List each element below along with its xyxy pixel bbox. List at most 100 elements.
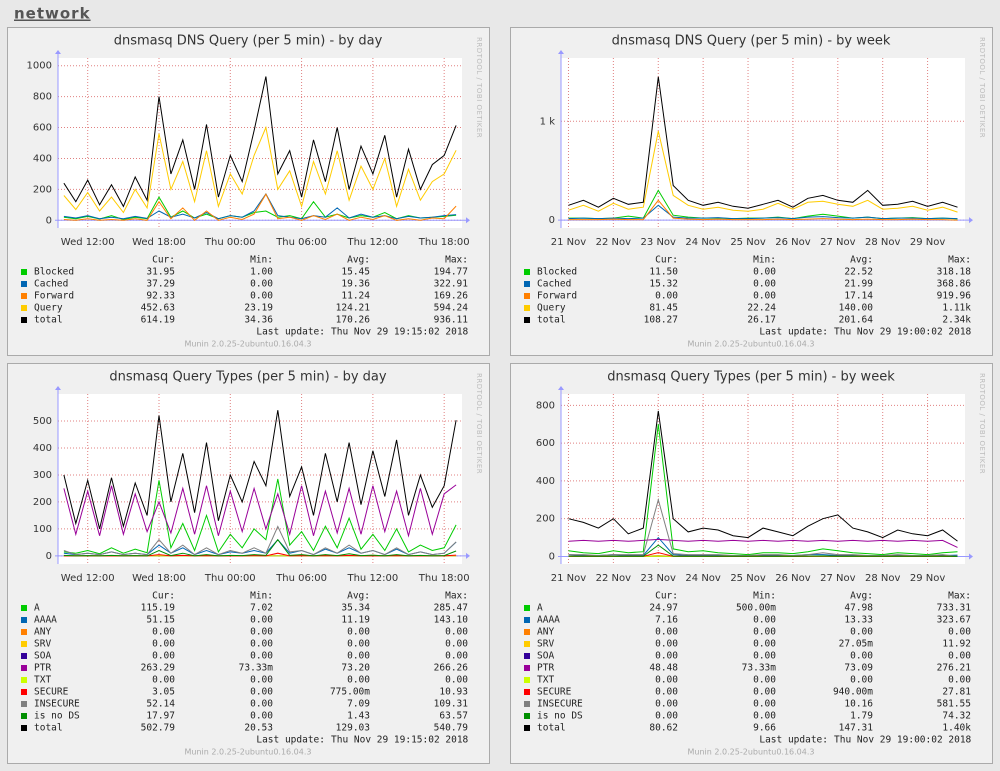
legend-stat: 0.00 (152, 651, 175, 662)
legend-stat: 502.79 (141, 723, 176, 734)
series-line (568, 130, 958, 213)
legend-stat: 17.14 (844, 291, 873, 302)
axis-arrow (466, 217, 470, 224)
legend-stat: 0.00 (655, 699, 678, 710)
y-tick-label: 0 (549, 551, 555, 562)
y-tick-label: 100 (33, 524, 52, 535)
legend-name: PTR (34, 663, 51, 674)
stats-header: Min: (250, 591, 273, 602)
legend-stat: 0.00 (655, 675, 678, 686)
legend-stat: 63.57 (439, 711, 468, 722)
legend-name: Blocked (34, 267, 74, 278)
legend-swatch (21, 281, 27, 287)
legend-stat: 318.18 (937, 267, 972, 278)
legend-stat: 0.00 (655, 291, 678, 302)
legend-stat: 0.00 (753, 291, 776, 302)
legend-stat: 0.00 (152, 675, 175, 686)
legend-stat: 11.19 (341, 615, 370, 626)
legend-stat: 0.00 (250, 279, 273, 290)
legend-swatch (21, 605, 27, 611)
x-tick-label: 25 Nov (730, 237, 766, 248)
legend-stat: 20.53 (244, 723, 273, 734)
legend-stat: 27.81 (942, 687, 971, 698)
series-line (568, 424, 958, 556)
section-heading: network (14, 5, 91, 23)
stats-header: Min: (250, 255, 273, 266)
legend-stat: 147.31 (839, 723, 874, 734)
chart-title: dnsmasq Query Types (per 5 min) - by day (109, 370, 386, 385)
legend-name: SECURE (34, 687, 69, 698)
legend-stat: 0.00 (655, 711, 678, 722)
legend-swatch (524, 701, 530, 707)
legend-name: Forward (537, 291, 577, 302)
legend-stat: 0.00 (250, 675, 273, 686)
legend-stat: 0.00 (850, 675, 873, 686)
legend-stat: 0.00 (250, 291, 273, 302)
series-line (568, 410, 958, 542)
legend-stat: 0.00 (655, 651, 678, 662)
side-label: RRDTOOL / TOBI OETIKER (475, 373, 483, 474)
legend-swatch (524, 617, 530, 623)
stats-header: Avg: (850, 255, 873, 266)
axis-arrow (558, 386, 564, 390)
x-tick-label: 23 Nov (641, 237, 677, 248)
legend-stat: 775.00m (330, 687, 370, 698)
plot-area (561, 58, 965, 228)
x-tick-label: 24 Nov (685, 573, 721, 584)
legend-stat: 22.52 (844, 267, 873, 278)
x-tick-label: Wed 18:00 (132, 237, 186, 248)
legend-name: Cached (537, 279, 571, 290)
legend-stat: 285.47 (434, 603, 468, 614)
legend-swatch (524, 689, 530, 695)
y-tick-label: 800 (536, 400, 555, 411)
legend-name: is no DS (34, 711, 80, 722)
plot-area (58, 394, 462, 564)
series-line (63, 484, 457, 538)
legend-stat: 1.11k (942, 303, 971, 314)
legend-stat: 140.00 (839, 303, 874, 314)
stats-header: Max: (948, 255, 971, 266)
legend-stat: 109.31 (434, 699, 469, 710)
y-tick-label: 600 (536, 438, 555, 449)
y-tick-label: 1000 (27, 61, 52, 72)
y-tick-label: 200 (33, 184, 52, 195)
legend-stat: 540.79 (434, 723, 469, 734)
legend-name: Cached (34, 279, 68, 290)
series-line (568, 497, 958, 557)
y-tick-label: 400 (536, 476, 555, 487)
legend-stat: 73.33m (742, 663, 777, 674)
legend-swatch (524, 725, 530, 731)
legend-stat: 0.00 (753, 267, 776, 278)
legend-stat: 0.00 (152, 639, 175, 650)
legend-swatch (524, 665, 530, 671)
legend-stat: 0.00 (655, 627, 678, 638)
series-line (63, 193, 457, 221)
stats-header: Max: (445, 255, 468, 266)
legend-name: total (537, 315, 566, 326)
side-label: RRDTOOL / TOBI OETIKER (475, 37, 483, 138)
series-line (63, 196, 457, 221)
legend-stat: 276.21 (937, 663, 972, 674)
y-tick-label: 300 (33, 470, 52, 481)
legend-stat: 2.34k (942, 315, 971, 326)
legend-stat: 919.96 (937, 291, 972, 302)
y-tick-label: 400 (33, 443, 52, 454)
legend-name: Query (34, 303, 63, 314)
legend-stat: 0.00 (250, 711, 273, 722)
legend-stat: 0.00 (753, 651, 776, 662)
legend-swatch (21, 317, 27, 323)
legend-swatch (524, 305, 530, 311)
legend-stat: 0.00 (850, 651, 873, 662)
legend-name: SOA (537, 651, 554, 662)
y-tick-label: 0 (549, 215, 555, 226)
y-tick-label: 1 k (540, 116, 556, 127)
legend-name: ANY (34, 627, 51, 638)
legend-stat: 143.10 (434, 615, 469, 626)
legend-stat: 581.55 (937, 699, 971, 710)
chart-title: dnsmasq DNS Query (per 5 min) - by day (114, 34, 383, 49)
legend-stat: 0.00 (753, 699, 776, 710)
legend-name: SRV (34, 639, 51, 650)
series-line (63, 478, 457, 555)
x-tick-label: Thu 06:00 (275, 237, 327, 248)
